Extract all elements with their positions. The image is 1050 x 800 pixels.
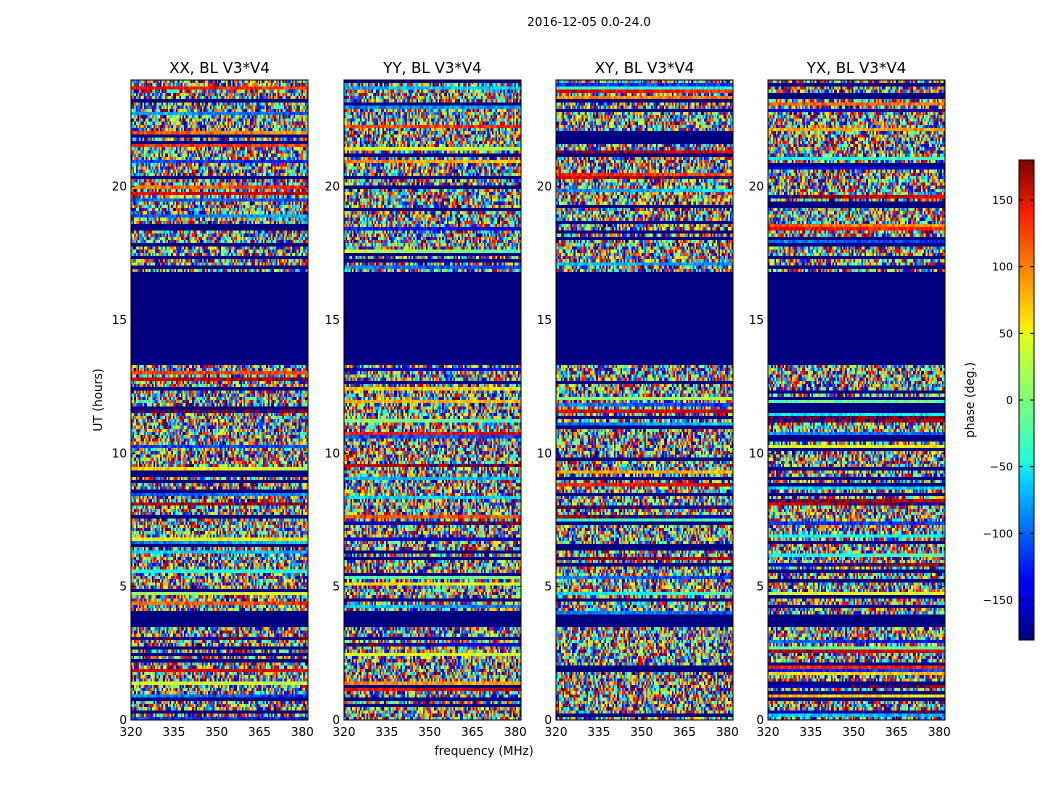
panel-1: XX, BL V3*V4 320 335 350 365 380 0 5 10 15 20 [112,59,314,739]
y-tick-label: 0 [332,713,340,727]
y-tick-label: 10 [325,446,340,460]
y-tick-label: 5 [119,580,127,594]
colorbar-tick-label: 0 [1006,394,1013,407]
y-tick-label: 15 [112,313,127,327]
y-tick-label: 20 [112,180,127,194]
x-tick-label: 320 [120,725,143,739]
phase-heatmap [131,80,308,720]
y-tick-label: 15 [537,313,552,327]
colorbar-tick-label: 100 [992,261,1013,274]
y-tick-label: 10 [112,446,127,460]
x-tick-label: 365 [461,725,484,739]
x-tick-label: 350 [418,725,441,739]
x-tick-label: 320 [757,725,780,739]
panel-4: YX, BL V3*V4 320 335 350 365 380 0 5 10 15 20 [749,59,951,739]
y-tick-label: 5 [544,580,552,594]
colorbar-tick-label: −50 [990,461,1013,474]
axes-frame [767,79,946,721]
panel-title: YX, BL V3*V4 [806,59,907,77]
x-tick-label: 335 [162,725,185,739]
phase-heatmap [556,80,733,720]
x-tick-label: 350 [205,725,228,739]
x-tick-label: 365 [248,725,271,739]
y-tick-label: 0 [119,713,127,727]
y-tick-label: 20 [537,180,552,194]
panel-title: XX, BL V3*V4 [169,59,270,77]
panel-3: XY, BL V3*V4 320 335 350 365 380 0 5 10 15 20 [537,59,739,739]
y-tick-label: 5 [756,580,764,594]
x-tick-label: 365 [885,725,908,739]
y-tick-label: 5 [332,580,340,594]
y-tick-label: 0 [544,713,552,727]
colorbar-ticks: 150 100 50 0 −50 −100 −150 [983,194,1034,607]
y-tick-label: 15 [325,313,340,327]
x-tick-label: 335 [587,725,610,739]
phase-heatmap [768,80,945,720]
panel-title: YY, BL V3*V4 [382,59,481,77]
panel-2: YY, BL V3*V4 320 335 350 365 380 0 5 10 15 20 [325,59,527,739]
x-tick-label: 335 [375,725,398,739]
axes-frame [343,79,522,721]
x-tick-label: 380 [928,725,951,739]
colorbar-label: phase (deg.) [963,362,977,438]
colorbar: phase (deg.) 150 100 50 0 −50 −100 −150 [963,159,1035,641]
y-axis-label: UT (hours) [91,368,105,431]
x-tick-label: 380 [291,725,314,739]
figure-title: 2016-12-05 0.0-24.0 [527,15,651,29]
x-tick-label: 380 [504,725,527,739]
panel-title: XY, BL V3*V4 [595,59,695,77]
x-axis-label: frequency (MHz) [434,744,533,758]
colorbar-tick-label: 150 [992,194,1013,207]
y-tick-label: 10 [749,446,764,460]
x-tick-label: 320 [545,725,568,739]
colorbar-tick-label: −100 [983,527,1013,540]
x-tick-label: 380 [716,725,739,739]
x-tick-label: 320 [333,725,356,739]
y-tick-label: 15 [749,313,764,327]
y-tick-label: 10 [537,446,552,460]
y-tick-label: 20 [325,180,340,194]
y-tick-label: 20 [749,180,764,194]
x-tick-label: 335 [799,725,822,739]
colorbar-tick-label: 50 [999,327,1013,340]
axes-frame [130,79,309,721]
colorbar-tick-label: −150 [983,594,1013,607]
phase-heatmap [344,80,521,720]
x-tick-label: 365 [673,725,696,739]
x-tick-label: 350 [630,725,653,739]
x-tick-label: 350 [842,725,865,739]
axes-frame [555,79,734,721]
y-tick-label: 0 [756,713,764,727]
